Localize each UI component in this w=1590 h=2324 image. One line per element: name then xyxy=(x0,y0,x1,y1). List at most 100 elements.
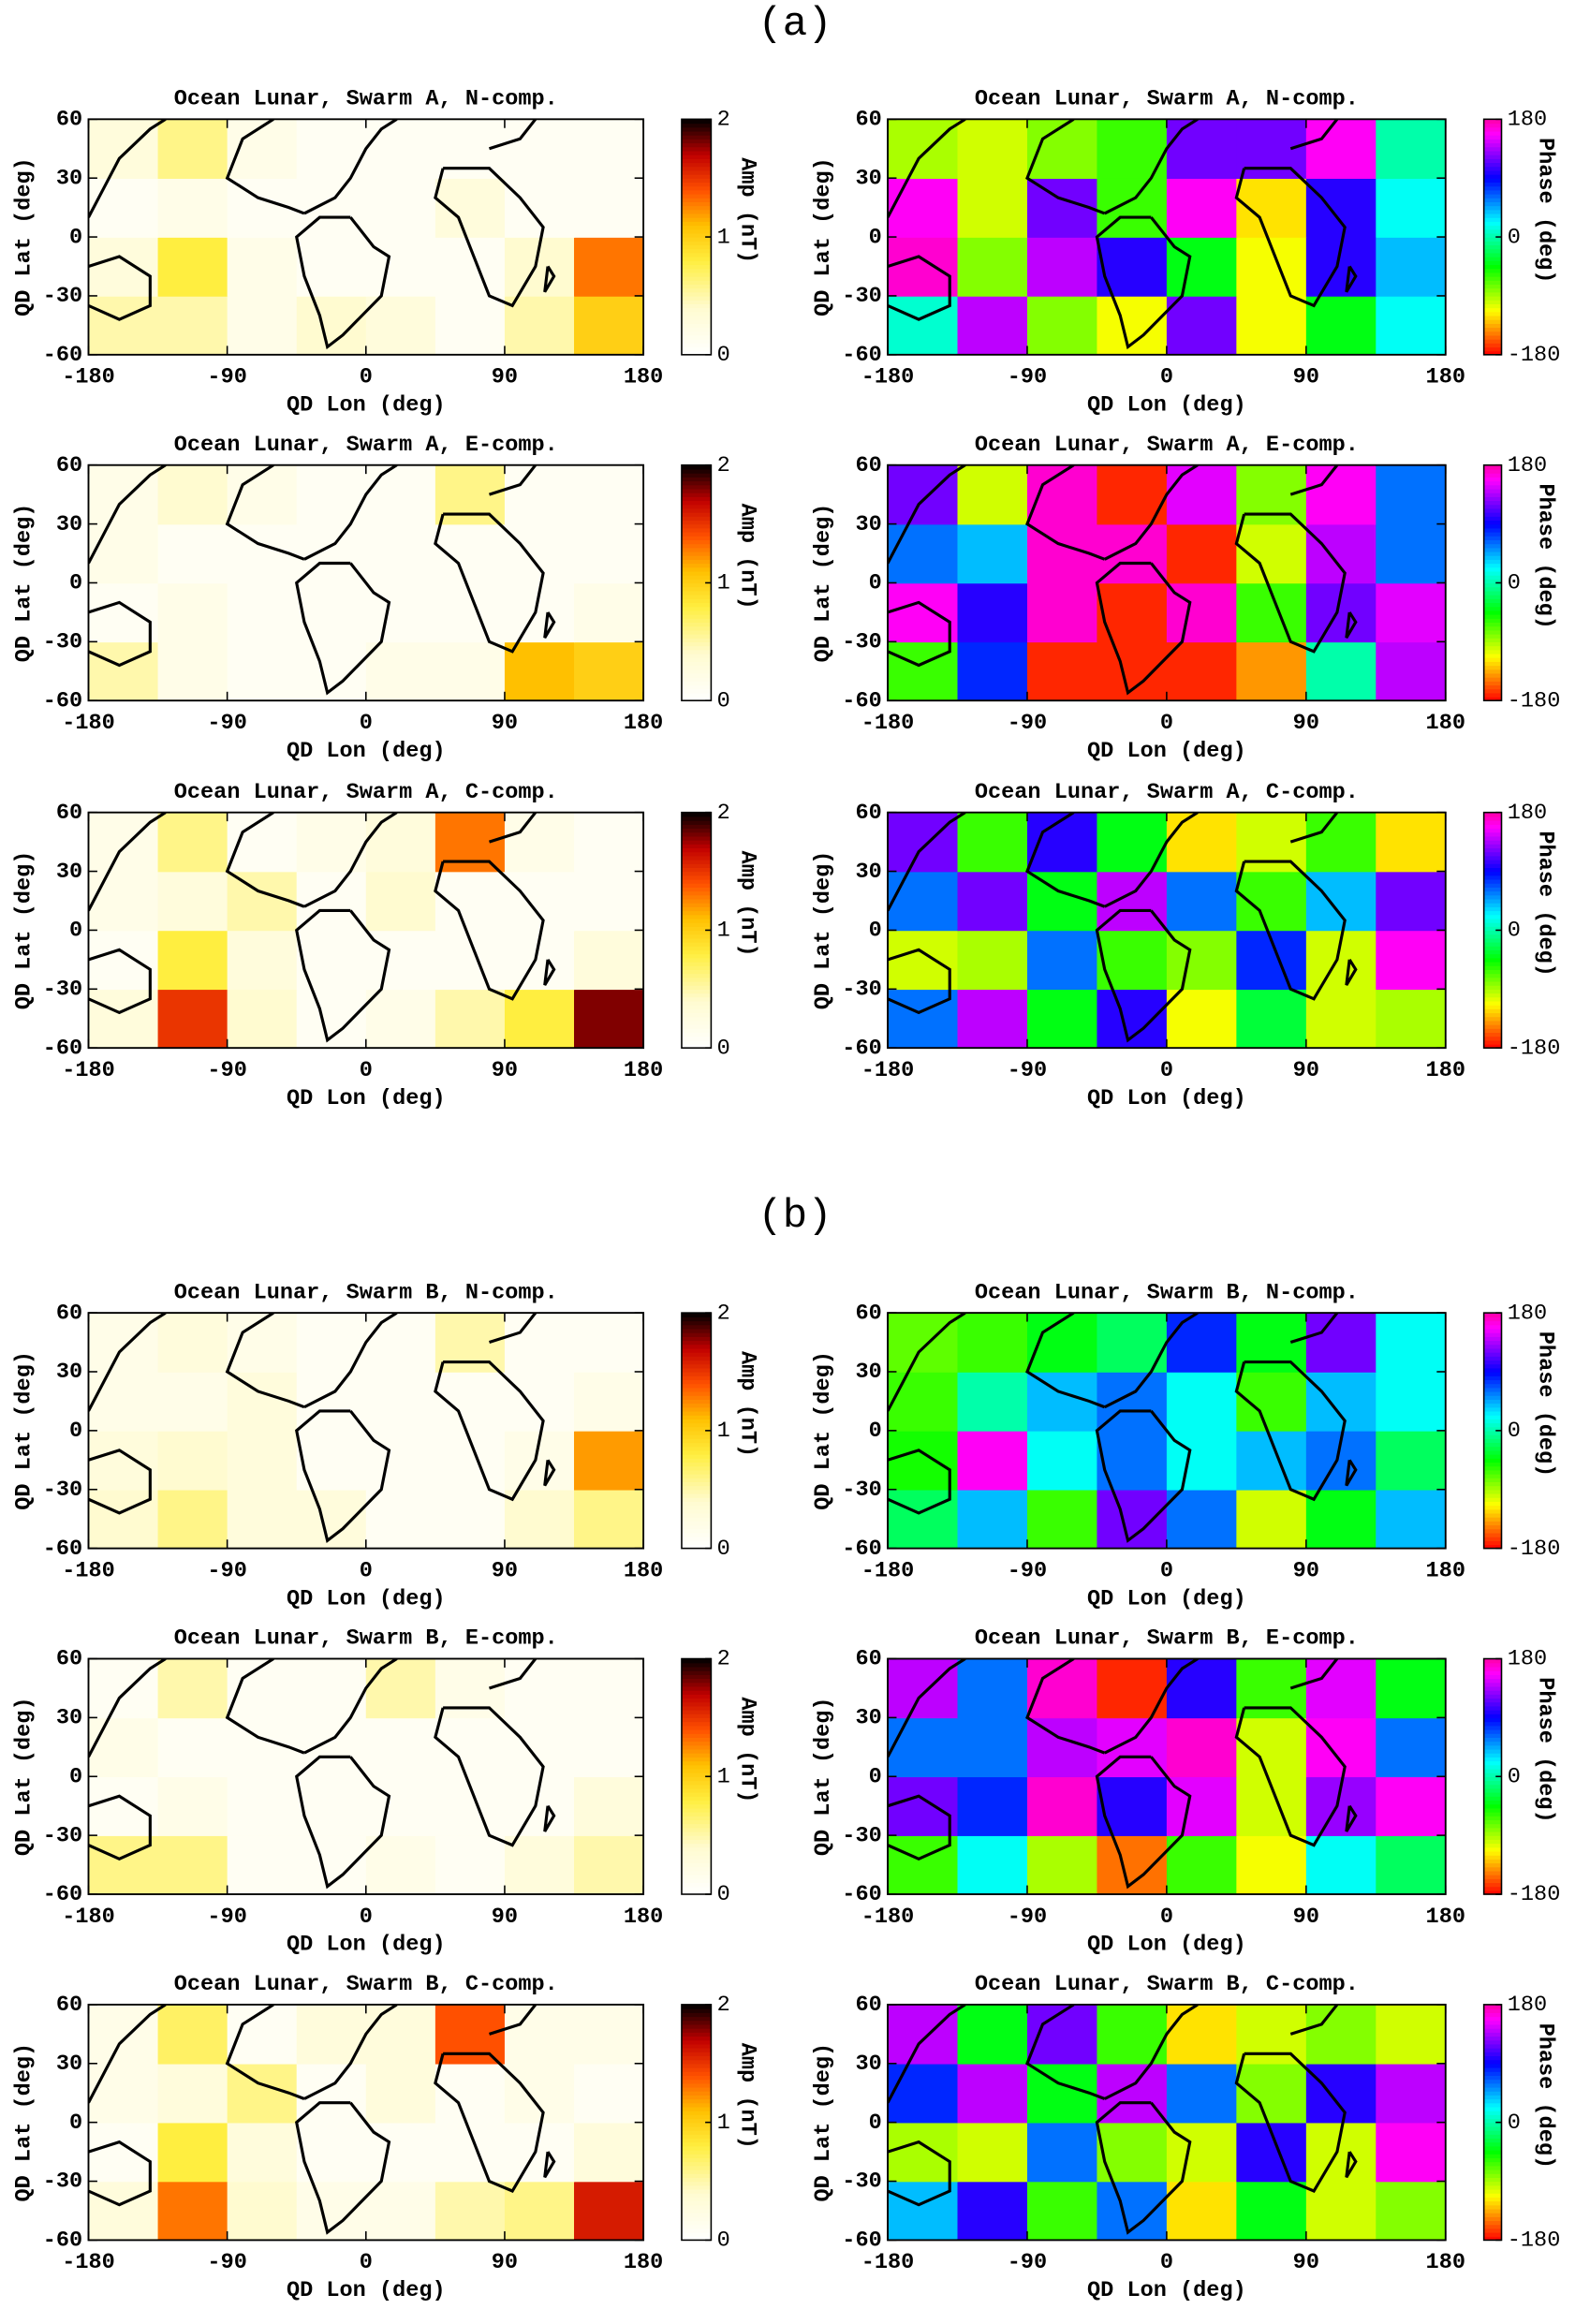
heat-cell xyxy=(1026,641,1098,701)
coastline xyxy=(543,959,556,986)
y-axis-label: QD Lat (deg) xyxy=(811,157,836,316)
colorbar-swatch xyxy=(1483,1430,1502,1435)
heat-cell xyxy=(574,582,644,643)
colorbar-swatch xyxy=(681,2236,712,2242)
colorbar-swatch xyxy=(1483,331,1502,336)
colorbar-swatch xyxy=(681,1340,712,1346)
heat-cell xyxy=(296,930,367,991)
colorbar-swatch xyxy=(1483,847,1502,853)
colorbar-swatch xyxy=(681,1419,712,1424)
colorbar-swatch xyxy=(681,1721,712,1727)
colorbar-swatch xyxy=(1483,1772,1502,1777)
colorbar-swatch xyxy=(1483,1390,1502,1396)
colorbar-swatch xyxy=(1483,2063,1502,2068)
colorbar-swatch xyxy=(681,2032,712,2037)
x-tick-label: -90 xyxy=(207,1058,246,1083)
coastline xyxy=(543,1459,556,1487)
y-tick-label: 30 xyxy=(855,1706,881,1731)
heat-cell xyxy=(888,1776,959,1836)
x-tick-label: 0 xyxy=(1160,1905,1173,1930)
colorbar-swatch xyxy=(681,942,712,947)
colorbar-swatch xyxy=(681,1473,712,1478)
colorbar-swatch xyxy=(681,610,712,615)
heat-cell xyxy=(157,2063,228,2124)
colorbar-swatch xyxy=(681,123,712,128)
colorbar-swatch xyxy=(681,1678,712,1684)
colorbar-swatch xyxy=(681,1316,712,1322)
colorbar-swatch xyxy=(681,1760,712,1766)
y-tick-label: 30 xyxy=(855,166,881,191)
coastline xyxy=(88,119,167,218)
heat-cell xyxy=(88,1371,159,1432)
colorbar-swatch xyxy=(1483,1344,1502,1349)
coastline xyxy=(88,600,152,668)
colorbar-swatch xyxy=(1483,1028,1502,1034)
heat-cell xyxy=(957,1430,1028,1491)
heat-cell xyxy=(504,2181,575,2241)
heat-cell xyxy=(957,2181,1028,2241)
colorbar-swatch xyxy=(681,1028,712,1034)
colorbar-swatch xyxy=(681,638,712,642)
chart-title: Ocean Lunar, Swarm A, C-comp. xyxy=(975,780,1359,805)
colorbar-tick-label: 1 xyxy=(717,1764,730,1789)
colorbar-swatch xyxy=(681,2012,712,2018)
heat-cell xyxy=(365,1313,436,1373)
colorbar-tick-label: -180 xyxy=(1508,343,1561,368)
x-tick-label: 90 xyxy=(1293,2250,1319,2275)
colorbar-swatch xyxy=(1483,480,1502,486)
heat-cell xyxy=(1166,523,1238,584)
cells xyxy=(888,464,1446,701)
colorbar-swatch xyxy=(1483,2134,1502,2140)
heat-cell xyxy=(888,1430,959,1491)
colorbar-swatch xyxy=(1483,2111,1502,2115)
coastline xyxy=(489,812,537,844)
coastline xyxy=(543,265,556,293)
colorbar-swatch xyxy=(681,272,712,277)
heat-cell xyxy=(1236,2181,1307,2241)
heat-cell xyxy=(1097,2122,1168,2183)
colorbar-swatch xyxy=(681,193,712,199)
coastline xyxy=(1095,561,1192,696)
colorbar-swatch xyxy=(1483,570,1502,576)
colorbar-swatch xyxy=(1483,985,1502,990)
y-tick-label: -60 xyxy=(842,1882,881,1907)
heat-cell xyxy=(1026,1489,1098,1549)
colorbar-tick-label: 0 xyxy=(1508,919,1521,944)
colorbar-swatch xyxy=(681,178,712,184)
heat-cell xyxy=(957,930,1028,991)
coastline xyxy=(434,512,545,654)
heat-cell xyxy=(296,641,367,701)
colorbar-swatch xyxy=(1483,973,1502,978)
colorbar-swatch xyxy=(681,1508,712,1514)
panel: Ocean Lunar, Swarm B, C-comp. -180 -90 0 90 1… xyxy=(12,1972,760,2303)
x-tick-label: -180 xyxy=(861,711,915,736)
colorbar-tick-label: 0 xyxy=(1508,1764,1521,1789)
colorbar-tick-label: 2 xyxy=(717,1993,730,2018)
x-tick-label: 0 xyxy=(1160,711,1173,736)
colorbar-swatch xyxy=(1483,1363,1502,1369)
heat-cell xyxy=(296,1776,367,1836)
heat-cell xyxy=(574,2181,644,2241)
colorbar-swatch xyxy=(681,2220,712,2226)
colorbar-swatch xyxy=(1483,1764,1502,1770)
heat-cell xyxy=(504,1489,575,1549)
colorbar-label: Phase (deg) xyxy=(1532,483,1557,629)
colorbar-swatch xyxy=(681,973,712,978)
coastline xyxy=(489,119,537,151)
colorbar-swatch xyxy=(681,1666,712,1671)
coastline xyxy=(1234,512,1347,654)
x-tick-label: 180 xyxy=(1426,1558,1465,1583)
coastline xyxy=(434,2052,545,2193)
colorbar-swatch xyxy=(1483,1465,1502,1471)
x-tick-label: 180 xyxy=(624,711,663,736)
colorbar-swatch xyxy=(1483,1721,1502,1727)
colorbar-swatch xyxy=(681,957,712,963)
x-tick-label: 0 xyxy=(1160,1558,1173,1583)
heat-cell xyxy=(365,1717,436,1778)
colorbar-swatch xyxy=(1483,898,1502,904)
chart-title: Ocean Lunar, Swarm B, N-comp. xyxy=(174,1280,558,1305)
colorbar-swatch xyxy=(681,2043,712,2049)
colorbar-swatch xyxy=(1483,1438,1502,1444)
colorbar-swatch xyxy=(1483,859,1502,864)
heat-cell xyxy=(1376,2122,1446,2183)
